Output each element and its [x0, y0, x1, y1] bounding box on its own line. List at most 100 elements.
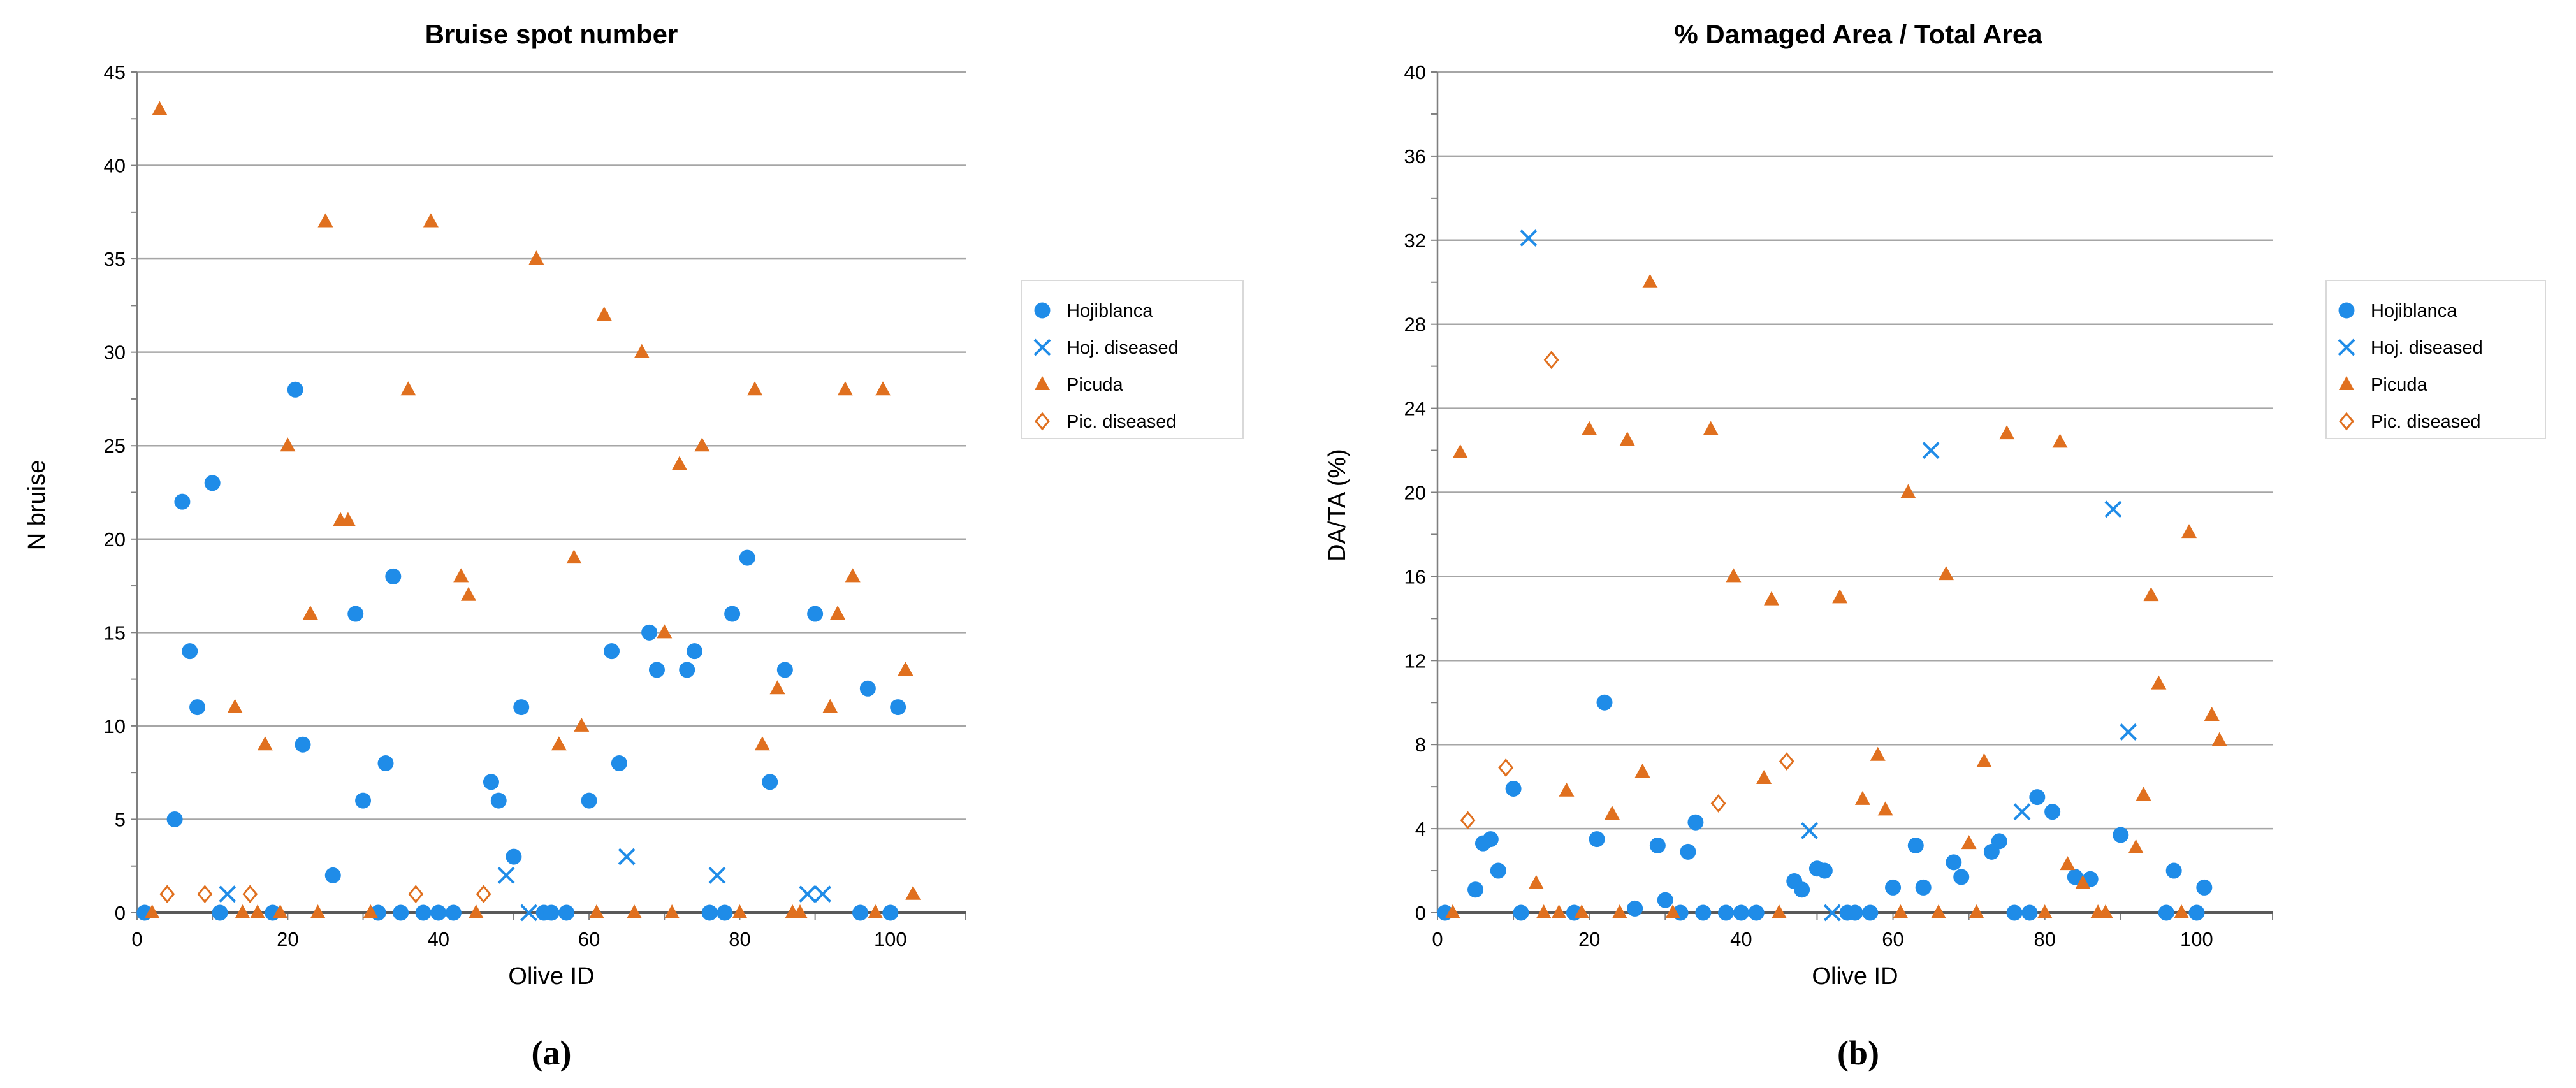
x-tick-label: 80	[729, 928, 750, 950]
data-point	[1726, 568, 1742, 583]
y-tick-label: 4	[1415, 818, 1426, 840]
data-point	[423, 213, 439, 228]
x-tick-label: 0	[131, 928, 142, 950]
data-point	[1718, 904, 1735, 921]
y-tick-label: 16	[1404, 565, 1426, 588]
legend: Hojiblanca Hoj. diseased Picuda Pic. diseas…	[1021, 280, 1244, 439]
data-point	[302, 606, 318, 620]
data-point	[2165, 862, 2182, 879]
data-point	[671, 456, 687, 470]
data-point	[2120, 723, 2137, 741]
data-point	[648, 662, 665, 678]
data-point	[1680, 843, 1696, 860]
data-point	[1961, 835, 1977, 850]
data-point	[807, 606, 824, 622]
data-point	[513, 699, 530, 716]
y-tick-label: 40	[1404, 61, 1426, 83]
x-tick-label: 80	[2034, 928, 2055, 950]
data-point	[814, 885, 831, 903]
y-tick-label: 28	[1404, 314, 1426, 336]
data-point	[1756, 769, 1772, 784]
series-picuda	[144, 101, 921, 918]
data-point	[1695, 904, 1712, 921]
data-point	[2151, 675, 2167, 690]
panel-caption: (a)	[532, 1034, 572, 1072]
x-tick-label: 20	[1578, 928, 1600, 950]
data-point	[2052, 433, 2068, 448]
data-point	[898, 661, 913, 676]
data-point	[310, 904, 326, 918]
y-tick-label: 25	[104, 435, 126, 457]
data-point	[250, 904, 266, 918]
data-point	[581, 792, 597, 809]
data-point	[1528, 874, 1544, 889]
data-point	[1915, 879, 1932, 896]
data-point	[430, 904, 447, 921]
chart-panel-b: 0 4 8 12 16 20 24 28 32 36 40 0 20 40 60 80 100 % Damaged…	[1324, 19, 2546, 1072]
data-point	[890, 699, 906, 716]
data-point	[461, 586, 476, 601]
legend: Hojiblanca Hoj. diseased Picuda Pic. diseas…	[2325, 280, 2546, 439]
data-point	[242, 885, 258, 904]
data-point	[611, 755, 627, 772]
x-tick-label: 60	[1882, 928, 1903, 950]
data-point	[2013, 803, 2031, 821]
data-point	[852, 904, 869, 921]
data-point	[174, 493, 191, 510]
data-point	[2113, 827, 2129, 843]
data-point	[1893, 904, 1909, 918]
data-point	[1634, 764, 1650, 778]
data-point	[363, 904, 379, 918]
data-point	[2181, 524, 2197, 539]
data-point	[280, 437, 296, 452]
x-tick-label: 40	[427, 928, 449, 950]
data-point	[1946, 854, 1962, 871]
data-point	[1922, 442, 1940, 459]
legend-entry: Picuda	[1066, 375, 1124, 395]
data-point	[347, 606, 364, 622]
data-point	[604, 643, 620, 660]
legend-entry: Hojiblanca	[1066, 301, 1153, 321]
legend-marker	[2338, 338, 2355, 356]
data-point	[574, 717, 590, 732]
data-point	[596, 307, 612, 321]
data-point	[212, 904, 228, 921]
legend-entry: Pic. diseased	[1066, 412, 1177, 432]
data-point	[754, 736, 770, 751]
data-point	[506, 848, 522, 865]
data-point	[769, 680, 785, 695]
data-point	[1771, 904, 1787, 918]
data-point	[1460, 811, 1476, 830]
data-point	[1657, 892, 1673, 908]
data-point	[2174, 904, 2190, 918]
y-tick-label: 30	[104, 342, 126, 364]
data-point	[144, 904, 160, 918]
data-point	[1619, 432, 1635, 446]
y-tick-label: 12	[1404, 649, 1426, 672]
data-point	[694, 437, 710, 452]
data-point	[1649, 837, 1666, 853]
legend-box	[2325, 280, 2546, 439]
data-point	[1823, 904, 1841, 922]
x-axis-label: Olive ID	[508, 963, 594, 990]
x-tick-label: 100	[874, 928, 907, 950]
data-point	[2044, 804, 2061, 820]
data-point	[189, 699, 206, 716]
y-tick-label: 32	[1404, 229, 1426, 252]
data-point	[1551, 904, 1567, 918]
data-point	[1854, 790, 1870, 805]
data-point	[377, 755, 394, 772]
data-point	[732, 904, 748, 918]
data-point	[400, 381, 416, 396]
legend-marker	[2339, 412, 2354, 431]
data-point	[1687, 814, 1704, 831]
data-point	[528, 250, 544, 265]
data-point	[2060, 856, 2076, 871]
data-point	[1536, 904, 1552, 918]
series-hojiblanca	[136, 381, 906, 921]
data-point	[324, 867, 341, 883]
data-point	[717, 904, 733, 921]
data-point	[859, 680, 876, 697]
data-point	[882, 904, 899, 921]
